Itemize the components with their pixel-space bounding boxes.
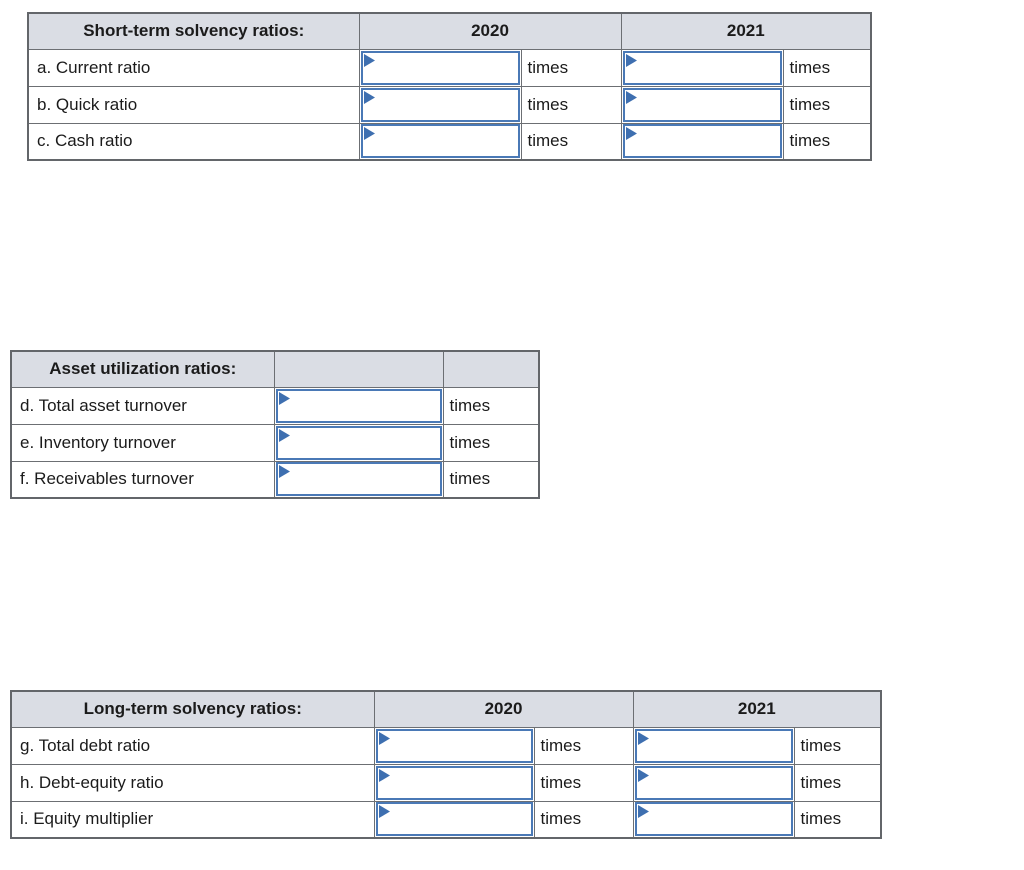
input-cell — [620, 85, 784, 124]
debt-equity-ratio-2020-input[interactable] — [377, 767, 531, 798]
answer-input-box[interactable] — [275, 388, 442, 423]
input-cell — [373, 800, 535, 839]
year-2020-header: 2020 — [358, 12, 622, 50]
cash-ratio-2020-input[interactable] — [362, 126, 518, 157]
unit-label: times — [520, 122, 622, 161]
short-term-solvency-table: Short-term solvency ratios: 2020 2021 a.… — [27, 12, 873, 161]
total-debt-ratio-2020-input[interactable] — [377, 730, 531, 761]
input-cell — [620, 48, 784, 87]
input-cell — [632, 800, 795, 839]
input-cell — [620, 122, 784, 161]
long-term-solvency-table: Long-term solvency ratios: 2020 2021 g. … — [10, 690, 883, 839]
answer-input-box[interactable] — [360, 124, 520, 159]
row-label: a. Current ratio — [27, 48, 360, 87]
input-cell — [373, 763, 535, 802]
row-label: g. Total debt ratio — [10, 726, 375, 765]
answer-input-box[interactable] — [634, 728, 793, 763]
table-title: Asset utilization ratios: — [10, 350, 275, 388]
table-row: d. Total asset turnover times — [10, 386, 540, 425]
unit-label: times — [782, 48, 872, 87]
answer-input-box[interactable] — [375, 802, 533, 837]
table-title: Short-term solvency ratios: — [27, 12, 360, 50]
header-row: Long-term solvency ratios: 2020 2021 — [10, 690, 882, 728]
row-label: d. Total asset turnover — [10, 386, 275, 425]
equity-multiplier-2021-input[interactable] — [636, 804, 791, 835]
total-asset-turnover-input[interactable] — [277, 390, 440, 421]
receivables-turnover-input[interactable] — [277, 464, 440, 495]
input-cell — [273, 386, 444, 425]
input-cell — [358, 85, 522, 124]
year-2021-header: 2021 — [620, 12, 872, 50]
inventory-turnover-input[interactable] — [277, 427, 440, 458]
row-label: e. Inventory turnover — [10, 423, 275, 462]
asset-utilization-table: Asset utilization ratios: d. Total asset… — [10, 350, 540, 499]
unit-label: times — [793, 800, 882, 839]
table-row: e. Inventory turnover times — [10, 423, 540, 462]
row-label: c. Cash ratio — [27, 122, 360, 161]
input-cell — [358, 48, 522, 87]
answer-input-box[interactable] — [360, 50, 520, 85]
debt-equity-ratio-2021-input[interactable] — [636, 767, 791, 798]
unit-label: times — [520, 48, 622, 87]
table-row: a. Current ratio times times — [27, 48, 872, 87]
total-debt-ratio-2021-input[interactable] — [636, 730, 791, 761]
row-label: i. Equity multiplier — [10, 800, 375, 839]
empty-header — [273, 350, 444, 388]
unit-label: times — [533, 726, 634, 765]
unit-label: times — [520, 85, 622, 124]
unit-label: times — [793, 726, 882, 765]
answer-input-box[interactable] — [622, 124, 782, 159]
input-cell — [273, 460, 444, 499]
answer-input-box[interactable] — [275, 425, 442, 460]
table-row: h. Debt-equity ratio times times — [10, 763, 882, 802]
unit-label: times — [782, 122, 872, 161]
unit-label: times — [442, 423, 540, 462]
table-title: Long-term solvency ratios: — [10, 690, 375, 728]
unit-label: times — [793, 763, 882, 802]
input-cell — [632, 763, 795, 802]
year-2021-header: 2021 — [632, 690, 882, 728]
equity-multiplier-2020-input[interactable] — [377, 804, 531, 835]
unit-label: times — [442, 386, 540, 425]
input-cell — [373, 726, 535, 765]
input-cell — [358, 122, 522, 161]
unit-label: times — [442, 460, 540, 499]
row-label: b. Quick ratio — [27, 85, 360, 124]
input-cell — [632, 726, 795, 765]
table-row: f. Receivables turnover times — [10, 460, 540, 499]
unit-label: times — [533, 800, 634, 839]
table-row: i. Equity multiplier times times — [10, 800, 882, 839]
answer-input-box[interactable] — [275, 462, 442, 497]
answer-input-box[interactable] — [622, 87, 782, 122]
header-row: Short-term solvency ratios: 2020 2021 — [27, 12, 872, 50]
unit-label: times — [782, 85, 872, 124]
table-row: g. Total debt ratio times times — [10, 726, 882, 765]
unit-label: times — [533, 763, 634, 802]
cash-ratio-2021-input[interactable] — [624, 126, 780, 157]
quick-ratio-2021-input[interactable] — [624, 89, 780, 120]
answer-input-box[interactable] — [634, 802, 793, 837]
table-row: b. Quick ratio times times — [27, 85, 872, 124]
row-label: f. Receivables turnover — [10, 460, 275, 499]
input-cell — [273, 423, 444, 462]
answer-input-box[interactable] — [375, 765, 533, 800]
answer-input-box[interactable] — [360, 87, 520, 122]
current-ratio-2021-input[interactable] — [624, 52, 780, 83]
answer-input-box[interactable] — [375, 728, 533, 763]
table-row: c. Cash ratio times times — [27, 122, 872, 161]
answer-input-box[interactable] — [634, 765, 793, 800]
row-label: h. Debt-equity ratio — [10, 763, 375, 802]
current-ratio-2020-input[interactable] — [362, 52, 518, 83]
year-2020-header: 2020 — [373, 690, 634, 728]
header-row: Asset utilization ratios: — [10, 350, 540, 388]
answer-input-box[interactable] — [622, 50, 782, 85]
quick-ratio-2020-input[interactable] — [362, 89, 518, 120]
empty-header — [442, 350, 540, 388]
